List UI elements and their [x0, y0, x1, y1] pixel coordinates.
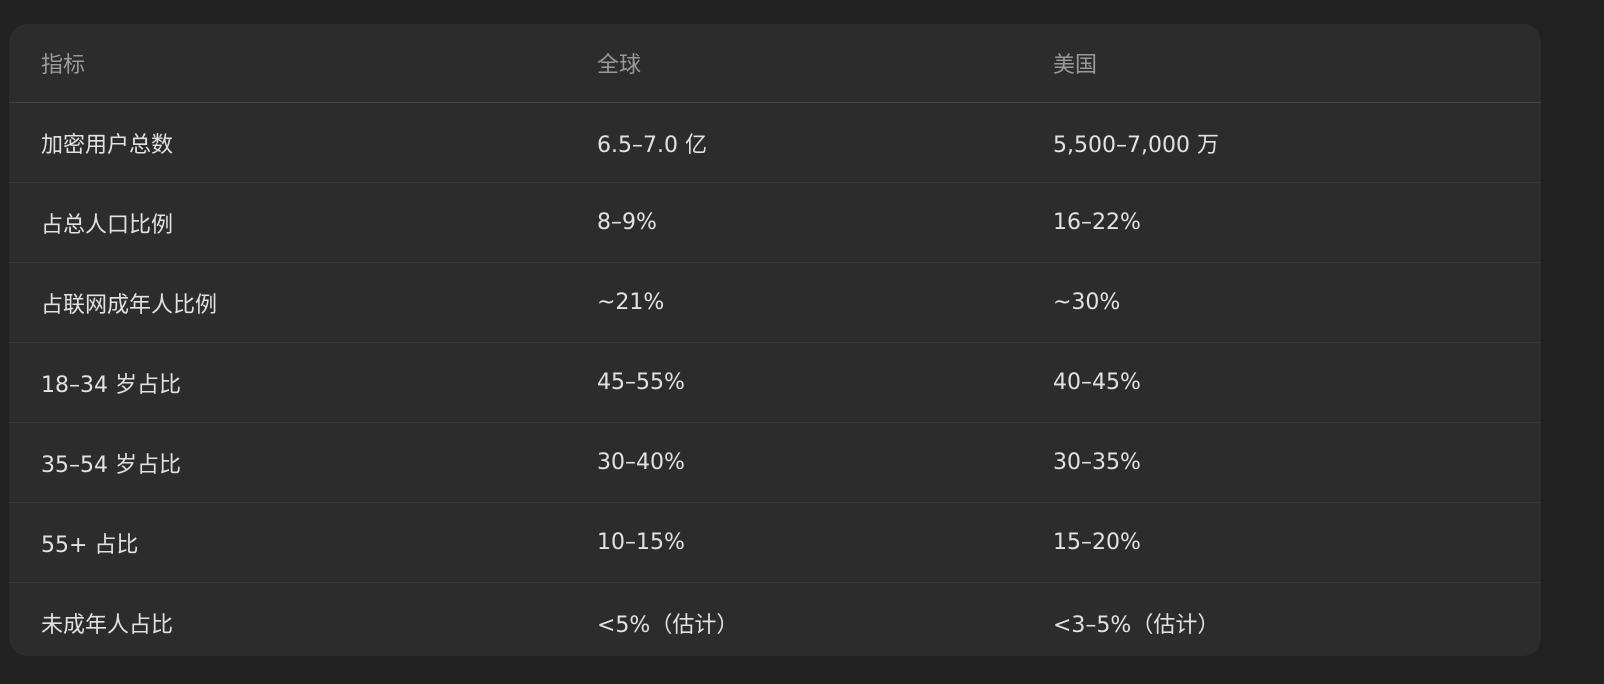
data-table-card: 指标 全球 美国 加密用户总数 6.5–7.0 亿 5,500–7,000 万占总人…: [9, 24, 1541, 656]
header-us: 美国: [1053, 24, 1541, 103]
data-table: 指标 全球 美国 加密用户总数 6.5–7.0 亿 5,500–7,000 万占总人…: [9, 24, 1541, 656]
cell-global: 10–15%: [597, 502, 1053, 583]
table-header-row: 指标 全球 美国: [9, 24, 1541, 103]
cell-us: 15–20%: [1053, 502, 1541, 583]
table-row: 18–34 岁占比 45–55% 40–45%: [9, 342, 1541, 423]
table-row: 占总人口比例 8–9% 16–22%: [9, 182, 1541, 263]
table-row: 35–54 岁占比 30–40% 30–35%: [9, 422, 1541, 503]
cell-metric: 18–34 岁占比: [9, 342, 597, 423]
table-row: 未成年人占比 <5%（估计） <3–5%（估计）: [9, 583, 1541, 657]
cell-metric: 占联网成年人比例: [9, 262, 597, 343]
cell-metric: 55+ 占比: [9, 502, 597, 583]
cell-metric: 未成年人占比: [41, 612, 174, 638]
cell-global: ~21%: [597, 262, 1053, 343]
header-global: 全球: [597, 24, 1053, 103]
cell-global: 45–55%: [597, 342, 1053, 423]
cell-us: 40–45%: [1053, 342, 1541, 423]
cell-us: ~30%: [1053, 262, 1541, 343]
cell-metric: 加密用户总数: [9, 102, 597, 183]
cell-global: 6.5–7.0 亿: [597, 102, 1053, 183]
table-row: 加密用户总数 6.5–7.0 亿 5,500–7,000 万: [9, 102, 1541, 183]
cell-us: 16–22%: [1053, 182, 1541, 263]
table-row: 占联网成年人比例 ~21% ~30%: [9, 262, 1541, 343]
cell-global: <5%（估计）: [597, 612, 739, 638]
cell-global: 8–9%: [597, 182, 1053, 263]
cell-us: 5,500–7,000 万: [1053, 102, 1541, 183]
header-metric: 指标: [9, 24, 597, 103]
cell-global: 30–40%: [597, 422, 1053, 503]
table-row: 55+ 占比 10–15% 15–20%: [9, 502, 1541, 583]
cell-us: 30–35%: [1053, 422, 1541, 503]
cell-us: <3–5%（估计）: [1053, 612, 1220, 638]
cell-metric: 35–54 岁占比: [9, 422, 597, 503]
cell-metric: 占总人口比例: [9, 182, 597, 263]
